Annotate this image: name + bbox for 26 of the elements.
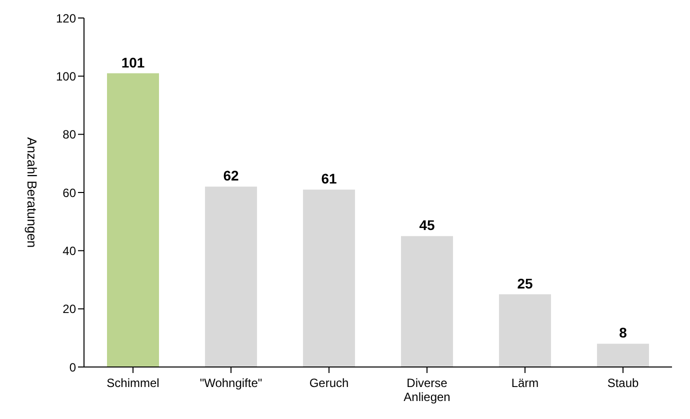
y-tick-label: 100 [56,69,76,84]
bar [401,236,453,367]
x-tick-label: Geruch [309,376,349,390]
data-label: 101 [121,54,145,70]
bar [597,344,649,367]
data-label: 61 [321,170,337,187]
y-tick-label: 80 [62,128,76,142]
x-tick-label: Diverse Anliegen [404,376,450,404]
x-tick-label: Staub [607,376,640,390]
y-axis-title: Anzahl Beratungen [24,137,40,248]
bar [499,294,551,367]
x-tick-label: Lärm [511,376,539,390]
data-label: 62 [223,168,239,184]
y-tick-label: 20 [62,302,76,316]
x-tick-label: Schimmel [106,376,160,390]
y-tick-label: 120 [56,11,76,26]
x-tick-label: "Wohngifte" [200,376,262,390]
y-tick-label: 60 [62,186,76,200]
data-label: 45 [419,217,435,234]
y-tick-label: 0 [69,360,76,374]
data-label: 25 [517,275,533,292]
y-tick-label: 40 [62,244,76,258]
bar [107,73,159,367]
data-label: 8 [619,324,628,341]
bar [205,186,257,367]
bar [303,190,355,367]
